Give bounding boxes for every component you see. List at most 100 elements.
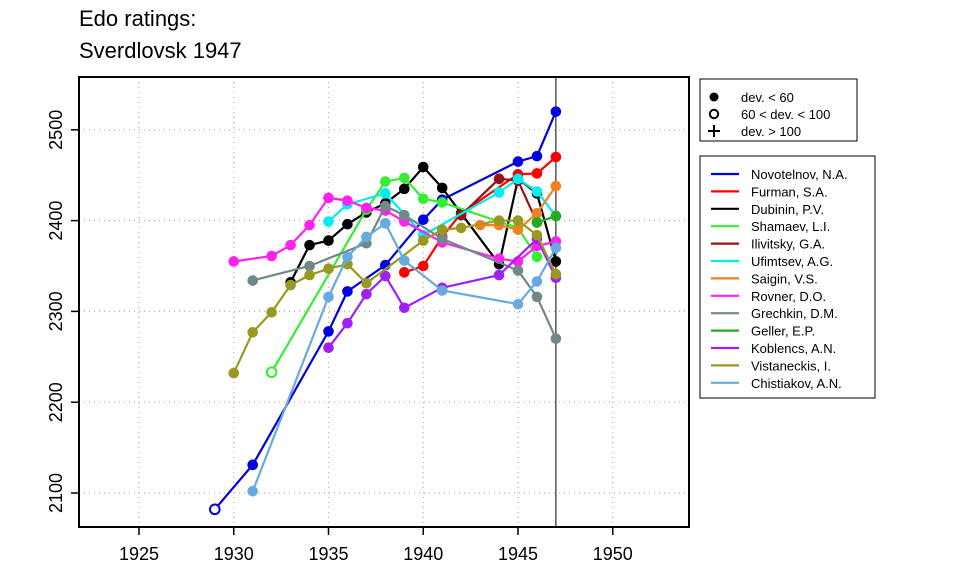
data-point (512, 156, 524, 167)
legend-entry: Rovner, D.O. (751, 289, 826, 304)
data-point (380, 270, 391, 282)
data-point (550, 151, 562, 163)
data-point (380, 218, 391, 229)
series-line (251, 221, 557, 492)
data-point (361, 231, 372, 243)
data-point (361, 288, 372, 300)
legend-entry: Grechkin, D.M. (751, 306, 838, 321)
legend-symbol (709, 92, 719, 102)
data-point (550, 106, 562, 117)
data-point (417, 235, 429, 246)
data-point (399, 302, 410, 314)
x-tick-label: 1940 (403, 544, 443, 564)
data-point (228, 256, 240, 267)
data-point (436, 224, 448, 235)
data-point (436, 285, 448, 296)
data-point (399, 183, 410, 195)
data-point (342, 251, 353, 263)
data-point (493, 215, 505, 226)
x-tick-label: 1935 (308, 544, 348, 564)
data-point (304, 219, 315, 231)
x-tick-label: 1925 (119, 544, 159, 564)
data-point (531, 208, 543, 219)
data-point (285, 239, 296, 251)
series-8 (247, 200, 562, 344)
data-point (531, 150, 543, 162)
data-point (550, 333, 562, 344)
data-point (417, 214, 429, 225)
legend-entry: Chistiakov, A.N. (751, 376, 842, 391)
grid (79, 77, 689, 527)
legend-entry: Saigin, V.S. (751, 271, 818, 286)
data-point (493, 173, 505, 185)
series-legend: Novotelnov, N.A. Furman, S.A. Dubinin, P.V… (699, 155, 876, 399)
legend-symbol (708, 125, 720, 137)
data-point (265, 366, 278, 379)
data-point (493, 269, 505, 281)
series-9 (531, 210, 562, 228)
marker-legend-box (699, 78, 858, 142)
x-tick-label: 1945 (498, 544, 538, 564)
data-point (361, 277, 372, 289)
data-point (228, 367, 240, 379)
series-11 (228, 215, 562, 379)
data-point (399, 255, 410, 266)
legend-entry: Ilivitsky, G.A. (751, 237, 825, 252)
x-tick-label: 1930 (214, 544, 254, 564)
data-point (512, 215, 524, 226)
chart-subtitle: Sverdlovsk 1947 (79, 38, 242, 63)
chart-title: Edo ratings: (79, 6, 197, 31)
legend-entry: Furman, S.A. (751, 184, 828, 199)
data-point (247, 326, 258, 338)
data-point (531, 291, 543, 303)
y-tick-label: 2500 (46, 110, 66, 150)
legend-entry: Dubinin, P.V. (751, 202, 824, 217)
legend-label: dev. < 60 (741, 90, 794, 105)
legend-entry: Ufimtsev, A.G. (751, 254, 833, 269)
data-point (399, 267, 410, 278)
data-point (247, 459, 258, 471)
data-point (266, 250, 277, 262)
data-point (247, 485, 258, 497)
data-point (380, 200, 391, 212)
data-point (455, 222, 467, 234)
data-point (512, 298, 524, 310)
legend-label: dev. > 100 (741, 124, 801, 139)
legend-label: 60 < dev. < 100 (741, 107, 830, 122)
data-point (550, 180, 562, 192)
data-point (380, 188, 391, 199)
data-point (531, 217, 543, 228)
series-line (213, 111, 557, 511)
data-point (512, 224, 524, 235)
data-point (550, 242, 562, 254)
data-point (323, 326, 334, 337)
data-point (550, 256, 562, 267)
data-point (304, 269, 315, 281)
legend-entry: Vistaneckis, I. (751, 358, 831, 373)
series-12 (247, 218, 562, 497)
y-tick-label: 2400 (46, 201, 66, 241)
x-tick-label: 1950 (593, 544, 633, 564)
y-tick-label: 2100 (46, 473, 66, 513)
data-point (531, 251, 543, 263)
plot-frame (78, 76, 690, 528)
series-line (460, 177, 539, 223)
legend-entry: Novotelnov, N.A. (751, 167, 848, 182)
data-point (342, 286, 353, 297)
data-point (209, 503, 221, 516)
data-point (417, 260, 429, 272)
data-point (304, 239, 315, 251)
marker-legend: dev. < 60 60 < dev. < 100 dev. > 100 (699, 78, 858, 142)
data-point (323, 263, 334, 275)
data-point (512, 173, 524, 185)
series-0 (209, 106, 562, 516)
data-point (304, 260, 315, 272)
series-legend-box (699, 155, 876, 399)
data-point (417, 193, 429, 205)
legend-entry: Geller, E.P. (751, 324, 815, 339)
data-point (550, 210, 562, 222)
data-point (323, 216, 334, 227)
data-point (531, 276, 543, 287)
data-point (436, 197, 448, 208)
